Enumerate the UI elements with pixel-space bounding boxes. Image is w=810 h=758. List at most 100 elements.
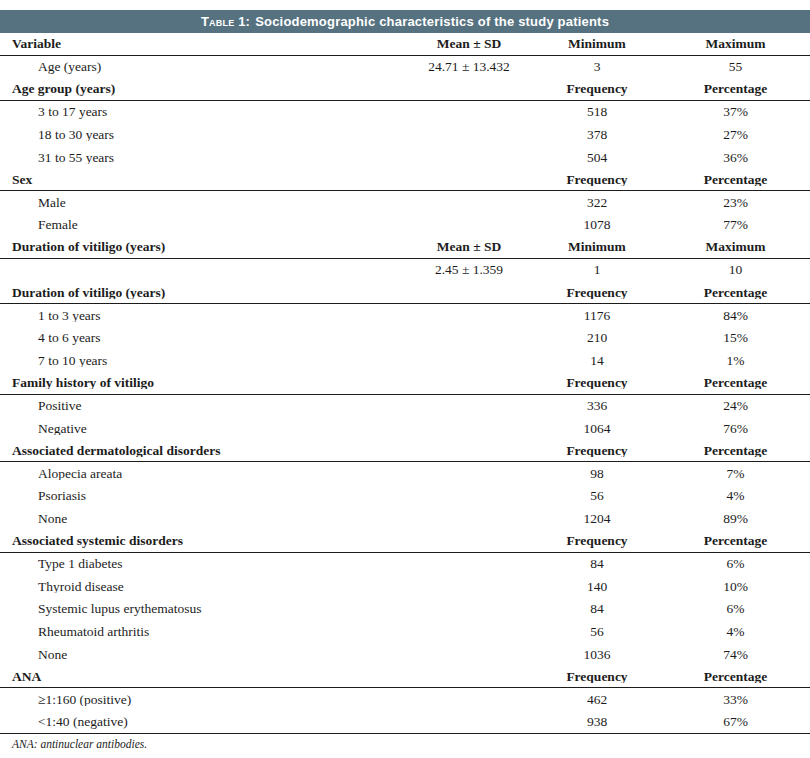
section-header-row: VariableMean ± SDMinimumMaximum <box>0 33 810 56</box>
column-header: Mean ± SD <box>405 240 533 254</box>
row-value: 336 <box>533 399 661 413</box>
table-row: Age (years)24.71 ± 13.432355 <box>0 56 810 79</box>
row-value: 37% <box>661 105 810 119</box>
section-label: Family history of vitiligo <box>0 376 405 390</box>
column-header: Percentage <box>661 670 810 684</box>
row-label: None <box>0 648 405 662</box>
row-label: Psoriasis <box>0 489 405 503</box>
row-label: Positive <box>0 399 405 413</box>
row-value: 4% <box>661 625 810 639</box>
row-label: Negative <box>0 422 405 436</box>
row-label: ≥1:160 (positive) <box>0 693 405 707</box>
row-value: 1% <box>661 354 810 368</box>
table-row: 31 to 55 years50436% <box>0 146 810 169</box>
row-value: 84 <box>533 557 661 571</box>
row-value: 1176 <box>533 309 661 323</box>
column-header: Maximum <box>661 37 810 51</box>
table-number-label: Table 1: <box>201 14 250 29</box>
table-row: None120489% <box>0 507 810 530</box>
row-value: 15% <box>661 331 810 345</box>
table-title-bar: Table 1: Sociodemographic characteristic… <box>0 10 810 33</box>
table-body: VariableMean ± SDMinimumMaximumAge (year… <box>0 33 810 734</box>
row-value: 6% <box>661 557 810 571</box>
section-header-row: ANAFrequencyPercentage <box>0 666 810 689</box>
row-value: 1036 <box>533 648 661 662</box>
row-value: 98 <box>533 467 661 481</box>
row-value: 1078 <box>533 218 661 232</box>
row-label: Rheumatoid arthritis <box>0 625 405 639</box>
row-label: 31 to 55 years <box>0 151 405 165</box>
row-value: 74% <box>661 648 810 662</box>
column-header: Minimum <box>533 240 661 254</box>
section-header-row: Age group (years) FrequencyPercentage <box>0 78 810 101</box>
row-label: Systemic lupus erythematosus <box>0 602 405 616</box>
column-header: Percentage <box>661 173 810 187</box>
paper-table-page: Table 1: Sociodemographic characteristic… <box>0 0 810 750</box>
column-header: Percentage <box>661 534 810 548</box>
column-header: Percentage <box>661 82 810 96</box>
row-value: 24% <box>661 399 810 413</box>
table-row: 2.45 ± 1.359110 <box>0 259 810 282</box>
table-row: Alopecia areata 987% <box>0 462 810 485</box>
row-label: Male <box>0 196 405 210</box>
row-label: 7 to 10 years <box>0 354 405 368</box>
row-label: Alopecia areata <box>0 467 405 481</box>
column-header: Percentage <box>661 286 810 300</box>
row-value: 56 <box>533 625 661 639</box>
column-header: Mean ± SD <box>405 37 533 51</box>
column-header: Maximum <box>661 240 810 254</box>
table-row: 4 to 6 years 21015% <box>0 327 810 350</box>
table-row: Systemic lupus erythematosus 846% <box>0 598 810 621</box>
row-value: 4% <box>661 489 810 503</box>
row-value: 462 <box>533 693 661 707</box>
table-row: 7 to 10 years 141% <box>0 349 810 372</box>
section-label: ANA <box>0 670 405 684</box>
row-value: 210 <box>533 331 661 345</box>
row-value: 33% <box>661 693 810 707</box>
row-value: 6% <box>661 602 810 616</box>
row-label: 18 to 30 years <box>0 128 405 142</box>
row-value: 76% <box>661 422 810 436</box>
row-label: Age (years) <box>0 60 405 74</box>
table-row: Rheumatoid arthritis 564% <box>0 620 810 643</box>
row-value: 24.71 ± 13.432 <box>405 60 533 74</box>
row-value: 14 <box>533 354 661 368</box>
section-header-row: Family history of vitiligo FrequencyPerce… <box>0 372 810 395</box>
row-value: 10% <box>661 580 810 594</box>
section-label: Associated dermatological disorders <box>0 444 405 458</box>
row-value: 1204 <box>533 512 661 526</box>
table-row: 18 to 30 years37827% <box>0 123 810 146</box>
row-value: 89% <box>661 512 810 526</box>
row-value: 84 <box>533 602 661 616</box>
table-row: Female107877% <box>0 214 810 237</box>
row-value: 7% <box>661 467 810 481</box>
column-header: Percentage <box>661 444 810 458</box>
row-value: 938 <box>533 715 661 729</box>
row-label: 4 to 6 years <box>0 331 405 345</box>
row-value: 1064 <box>533 422 661 436</box>
table-row: 1 to 3 years117684% <box>0 304 810 327</box>
column-header: Percentage <box>661 376 810 390</box>
row-value: 140 <box>533 580 661 594</box>
table-row: Positive 33624% <box>0 395 810 418</box>
section-header-row: Sex FrequencyPercentage <box>0 169 810 192</box>
row-label: Type 1 diabetes <box>0 557 405 571</box>
row-label: 3 to 17 years <box>0 105 405 119</box>
section-header-row: Duration of vitiligo (years)FrequencyPer… <box>0 282 810 305</box>
table-row: None 103674% <box>0 643 810 666</box>
section-label: Sex <box>0 173 405 187</box>
column-header: Frequency <box>533 376 661 390</box>
table-row: 3 to 17 years 51837% <box>0 101 810 124</box>
section-label: Duration of vitiligo (years) <box>0 240 405 254</box>
row-value: 504 <box>533 151 661 165</box>
row-value: 27% <box>661 128 810 142</box>
row-value: 1 <box>533 263 661 277</box>
column-header: Frequency <box>533 173 661 187</box>
row-value: 518 <box>533 105 661 119</box>
row-value: 3 <box>533 60 661 74</box>
column-header: Frequency <box>533 82 661 96</box>
row-value: 77% <box>661 218 810 232</box>
section-label: Age group (years) <box>0 82 405 96</box>
column-header: Frequency <box>533 534 661 548</box>
row-label: 1 to 3 years <box>0 309 405 323</box>
